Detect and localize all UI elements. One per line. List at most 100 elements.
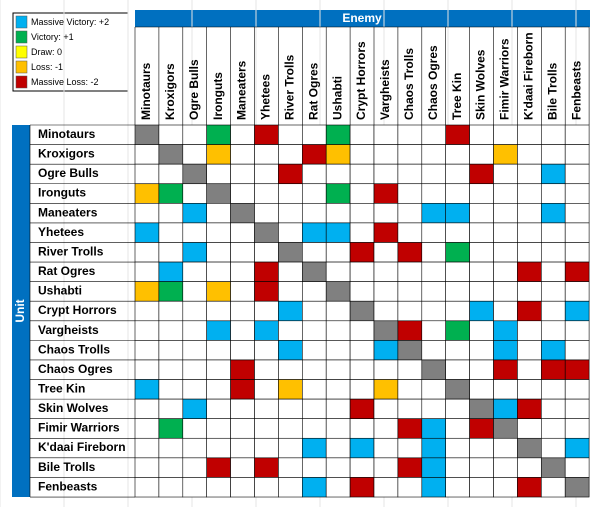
empty-cell	[517, 320, 542, 341]
empty-cell	[182, 281, 208, 302]
result-cell	[254, 320, 279, 341]
result-cell	[254, 124, 279, 145]
empty-cell	[134, 320, 160, 341]
empty-cell	[493, 300, 518, 322]
empty-cell	[540, 124, 566, 145]
empty-cell	[230, 398, 255, 419]
empty-cell	[540, 242, 566, 263]
empty-cell	[206, 300, 231, 322]
column-header: Kroxigors	[163, 63, 177, 120]
self-cell	[278, 242, 303, 263]
empty-cell	[134, 359, 160, 380]
column-header: Rat Ogres	[306, 62, 320, 120]
empty-cell	[254, 418, 279, 439]
empty-cell	[278, 477, 303, 498]
empty-cell	[230, 183, 255, 204]
empty-cell	[206, 398, 231, 419]
result-cell	[421, 437, 446, 459]
empty-cell	[158, 222, 184, 243]
empty-cell	[421, 163, 446, 185]
legend-swatch	[15, 60, 28, 74]
empty-cell	[230, 163, 255, 185]
empty-cell	[469, 359, 494, 380]
empty-cell	[493, 242, 518, 263]
result-cell	[230, 359, 255, 380]
empty-cell	[158, 398, 184, 419]
empty-cell	[373, 163, 399, 185]
empty-cell	[278, 457, 303, 478]
empty-cell	[397, 281, 423, 302]
empty-cell	[182, 320, 208, 341]
empty-cell	[182, 418, 208, 439]
empty-cell	[206, 437, 231, 459]
empty-cell	[301, 242, 327, 263]
empty-cell	[517, 183, 542, 204]
empty-cell	[206, 340, 231, 361]
row-label: Fenbeasts	[38, 479, 98, 493]
empty-cell	[349, 340, 375, 361]
empty-cell	[540, 300, 566, 322]
result-cell	[373, 183, 399, 204]
self-cell	[134, 124, 160, 145]
empty-cell	[445, 477, 470, 498]
result-cell	[445, 242, 470, 263]
legend-label: Massive Loss: -2	[31, 77, 99, 87]
empty-cell	[278, 124, 303, 145]
result-cell	[445, 124, 470, 145]
result-cell	[182, 398, 208, 419]
empty-cell	[564, 320, 590, 341]
empty-cell	[469, 144, 494, 165]
row-label: Maneaters	[38, 205, 98, 219]
empty-cell	[301, 457, 327, 478]
result-cell	[469, 300, 494, 322]
empty-cell	[397, 379, 423, 400]
empty-cell	[182, 359, 208, 380]
self-cell	[517, 437, 542, 459]
empty-cell	[158, 359, 184, 380]
empty-cell	[278, 437, 303, 459]
column-header: Skin Wolves	[474, 49, 488, 120]
empty-cell	[469, 320, 494, 341]
self-cell	[493, 418, 518, 439]
column-header: Minotaurs	[139, 62, 153, 120]
self-cell	[325, 281, 351, 302]
self-cell	[564, 477, 590, 498]
result-cell	[564, 261, 590, 282]
result-cell	[421, 477, 446, 498]
result-cell	[540, 203, 566, 224]
empty-cell	[493, 203, 518, 224]
empty-cell	[517, 379, 542, 400]
empty-cell	[540, 281, 566, 302]
empty-cell	[469, 379, 494, 400]
empty-cell	[278, 261, 303, 282]
empty-cell	[230, 281, 255, 302]
empty-cell	[469, 222, 494, 243]
empty-cell	[469, 242, 494, 263]
empty-cell	[469, 203, 494, 224]
result-cell	[301, 144, 327, 165]
empty-cell	[469, 281, 494, 302]
result-cell	[254, 261, 279, 282]
self-cell	[397, 340, 423, 361]
empty-cell	[182, 379, 208, 400]
empty-cell	[254, 183, 279, 204]
y-axis-label: Unit	[13, 299, 27, 322]
row-label: Ogre Bulls	[38, 166, 99, 180]
result-cell	[134, 183, 160, 204]
row-label: Skin Wolves	[38, 401, 109, 415]
result-cell	[301, 222, 327, 243]
legend-swatch	[15, 30, 28, 44]
empty-cell	[493, 477, 518, 498]
empty-cell	[134, 261, 160, 282]
result-cell	[421, 203, 446, 224]
empty-cell	[445, 340, 470, 361]
empty-cell	[493, 222, 518, 243]
empty-cell	[325, 398, 351, 419]
empty-cell	[134, 144, 160, 165]
empty-cell	[230, 242, 255, 263]
result-cell	[564, 437, 590, 459]
empty-cell	[349, 418, 375, 439]
result-cell	[158, 261, 184, 282]
result-cell	[278, 300, 303, 322]
empty-cell	[134, 203, 160, 224]
